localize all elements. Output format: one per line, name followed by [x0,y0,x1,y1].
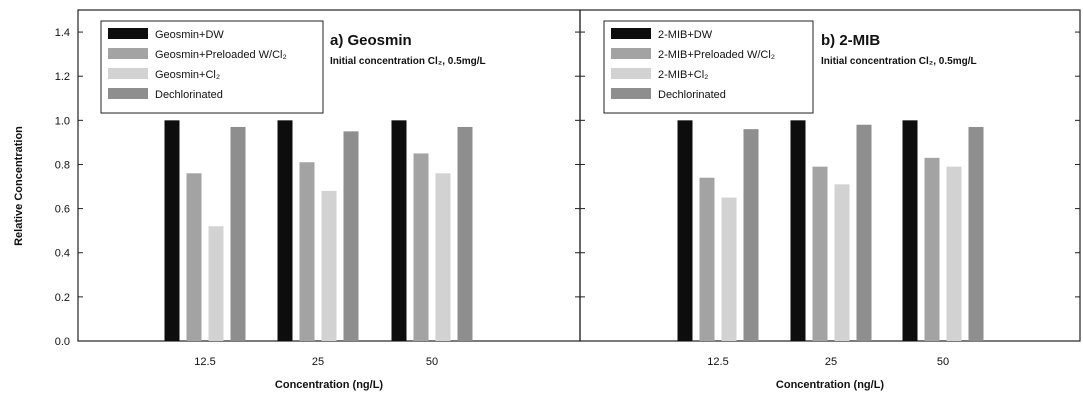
chart-panel-b: 12.5 25 50 Concentration (ng/L) b) 2-MIB Init… [579,9,1081,391]
legend-swatch-cl2 [108,68,148,79]
legend-label: 2-MIB+Cl₂ [658,69,708,81]
bar-dechlorinated-50 [968,126,984,341]
chart-panel-a: 0.0 0.2 0.4 0.6 0.8 1.0 1.2 1.4 12.5 25 50 Concentr… [55,9,581,391]
x-tick-label: 50 [426,356,438,368]
bar-dechlorinated-12_5 [230,126,246,341]
bar-cl2-50 [435,173,451,341]
legend: 2-MIB+DW 2-MIB+Preloaded W/Cl₂ 2-MIB+Cl₂ De… [603,20,814,114]
legend-swatch-preloaded [611,48,651,59]
legend-swatch-dw [108,28,148,39]
legend-label: Geosmin+DW [155,29,224,41]
x-tick-label: 25 [825,356,837,368]
bar-cl2-25 [321,190,337,341]
x-axis-label: Concentration (ng/L) [776,379,884,391]
bar-preloaded-50 [413,153,429,341]
bar-dechlorinated-50 [457,126,473,341]
y-axis-label: Relative Concentration [13,126,25,246]
bar-dechlorinated-25 [856,124,872,341]
y-tick-label: 1.4 [55,27,70,39]
y-tick-label: 0.0 [55,336,70,348]
legend-label: Dechlorinated [155,89,223,101]
x-axis-label: Concentration (ng/L) [275,379,383,391]
legend-swatch-dechlorinated [108,88,148,99]
bar-cl2-12_5 [721,197,737,341]
plot-frame [579,9,1081,342]
panel-subtitle: Initial concentration Cl₂, 0.5mg/L [821,56,977,67]
x-tick-label: 12.5 [707,356,728,368]
bar-dw-50 [391,120,407,341]
bar-dw-25 [277,120,293,341]
panel-title: b) 2-MIB [821,32,880,49]
y-tick-label: 1.2 [55,71,70,83]
legend: Geosmin+DW Geosmin+Preloaded W/Cl₂ Geosmin… [100,20,324,114]
bar-preloaded-25 [299,162,315,341]
legend-swatch-dechlorinated [611,88,651,99]
bar-preloaded-25 [812,166,828,341]
legend-label: 2-MIB+Preloaded W/Cl₂ [658,49,775,61]
x-tick-label: 25 [312,356,324,368]
legend-label: Geosmin+Preloaded W/Cl₂ [155,49,287,61]
x-tick-label: 12.5 [194,356,215,368]
bar-dw-25 [790,120,806,341]
x-tick-label: 50 [937,356,949,368]
legend-label: Dechlorinated [658,89,726,101]
legend-label: Geosmin+Cl₂ [155,69,220,81]
bar-preloaded-12_5 [699,177,715,341]
bar-cl2-12_5 [208,226,224,341]
bar-dw-12_5 [164,120,180,341]
bar-preloaded-12_5 [186,173,202,341]
bar-cl2-25 [834,184,850,341]
panel-subtitle: Initial concentration Cl₂, 0.5mg/L [330,56,486,67]
y-tick-label: 0.2 [55,292,70,304]
bar-dechlorinated-25 [343,131,359,341]
legend-swatch-cl2 [611,68,651,79]
bar-dw-12_5 [677,120,693,341]
bar-cl2-50 [946,166,962,341]
legend-swatch-dw [611,28,651,39]
legend-swatch-preloaded [108,48,148,59]
panel-title: a) Geosmin [330,32,412,49]
bar-preloaded-50 [924,157,940,341]
y-tick-label: 0.6 [55,204,70,216]
y-tick-label: 1.0 [55,115,70,127]
y-tick-label: 0.4 [55,248,70,260]
bar-dechlorinated-12_5 [743,129,759,341]
bar-dw-50 [902,120,918,341]
legend-label: 2-MIB+DW [658,29,713,41]
y-tick-label: 0.8 [55,159,70,171]
